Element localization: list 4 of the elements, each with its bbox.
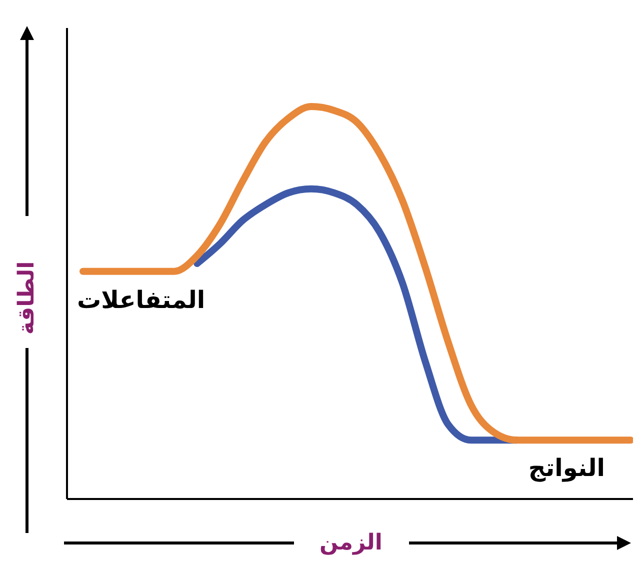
annotation: المتفاعلات: [77, 286, 206, 314]
x-axis-title: الزمن: [320, 530, 382, 556]
y-axis-title: الطاقة: [14, 261, 40, 335]
annotation: النواتج: [528, 454, 605, 482]
